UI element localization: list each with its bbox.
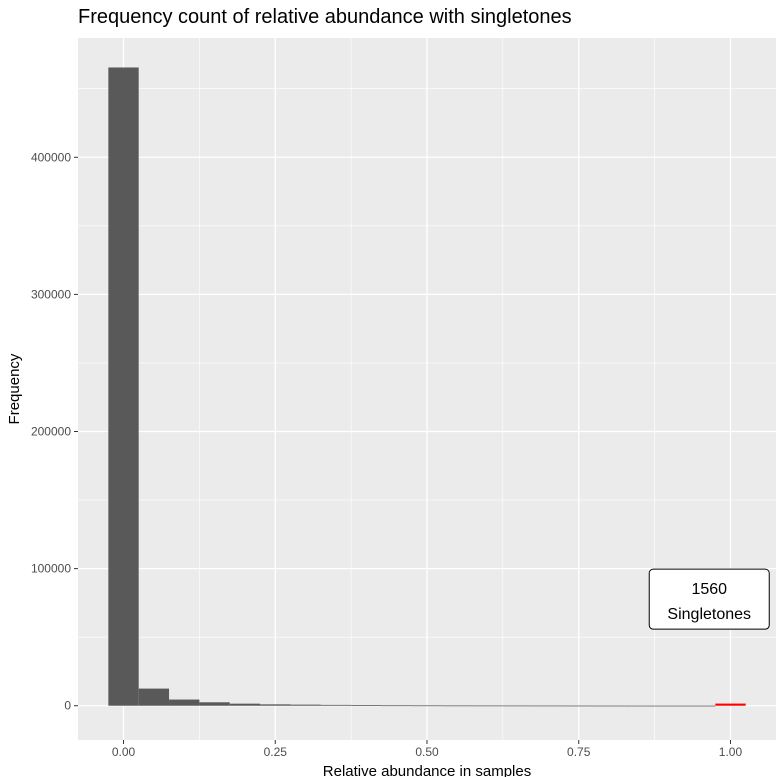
annotation-box — [648, 568, 770, 630]
x-tick-label: 0.50 — [415, 745, 439, 759]
chart-title: Frequency count of relative abundance wi… — [78, 6, 572, 28]
y-tick-label: 200000 — [31, 425, 71, 439]
histogram-bar — [563, 705, 594, 707]
histogram-bar — [351, 705, 382, 706]
annotation-label: Singletones — [667, 606, 751, 623]
histogram-bar — [684, 705, 716, 707]
histogram-bar — [169, 699, 200, 706]
histogram-bar — [199, 702, 230, 706]
histogram-bar — [381, 705, 412, 707]
x-axis-title: Relative abundance in samples — [323, 763, 531, 777]
histogram-bar — [533, 705, 564, 707]
y-tick-label: 0 — [64, 699, 71, 713]
histogram-bar — [472, 705, 503, 707]
histogram-bar — [502, 705, 534, 707]
y-axis: 0 100000 200000 300000 400000 — [31, 150, 78, 713]
histogram-bar — [624, 705, 655, 707]
histogram-bar — [229, 703, 261, 706]
y-tick-label: 300000 — [31, 287, 71, 301]
singleton-annotation: 1560 Singletones — [648, 568, 770, 630]
x-tick-label: 1.00 — [719, 745, 743, 759]
x-tick-label: 0.25 — [264, 745, 288, 759]
y-tick-label: 100000 — [31, 562, 71, 576]
histogram-bar — [411, 705, 443, 707]
histogram-bar — [108, 67, 139, 706]
annotation-count: 1560 — [691, 581, 727, 598]
x-tick-label: 0.75 — [567, 745, 591, 759]
histogram-bar — [654, 705, 685, 707]
singleton-bar — [715, 703, 746, 706]
histogram-bar — [260, 704, 291, 706]
histogram-bar — [290, 704, 321, 706]
y-tick-label: 400000 — [31, 150, 71, 164]
x-axis: 0.00 0.25 0.50 0.75 1.00 — [112, 740, 743, 759]
histogram-bar — [138, 688, 170, 706]
histogram-bar — [442, 705, 473, 707]
histogram-bar — [593, 705, 625, 707]
histogram-bar — [320, 704, 352, 706]
histogram-bars — [108, 67, 716, 707]
x-tick-label: 0.00 — [112, 745, 136, 759]
y-axis-title: Frequency — [6, 353, 23, 424]
singleton-highlight — [715, 703, 746, 706]
